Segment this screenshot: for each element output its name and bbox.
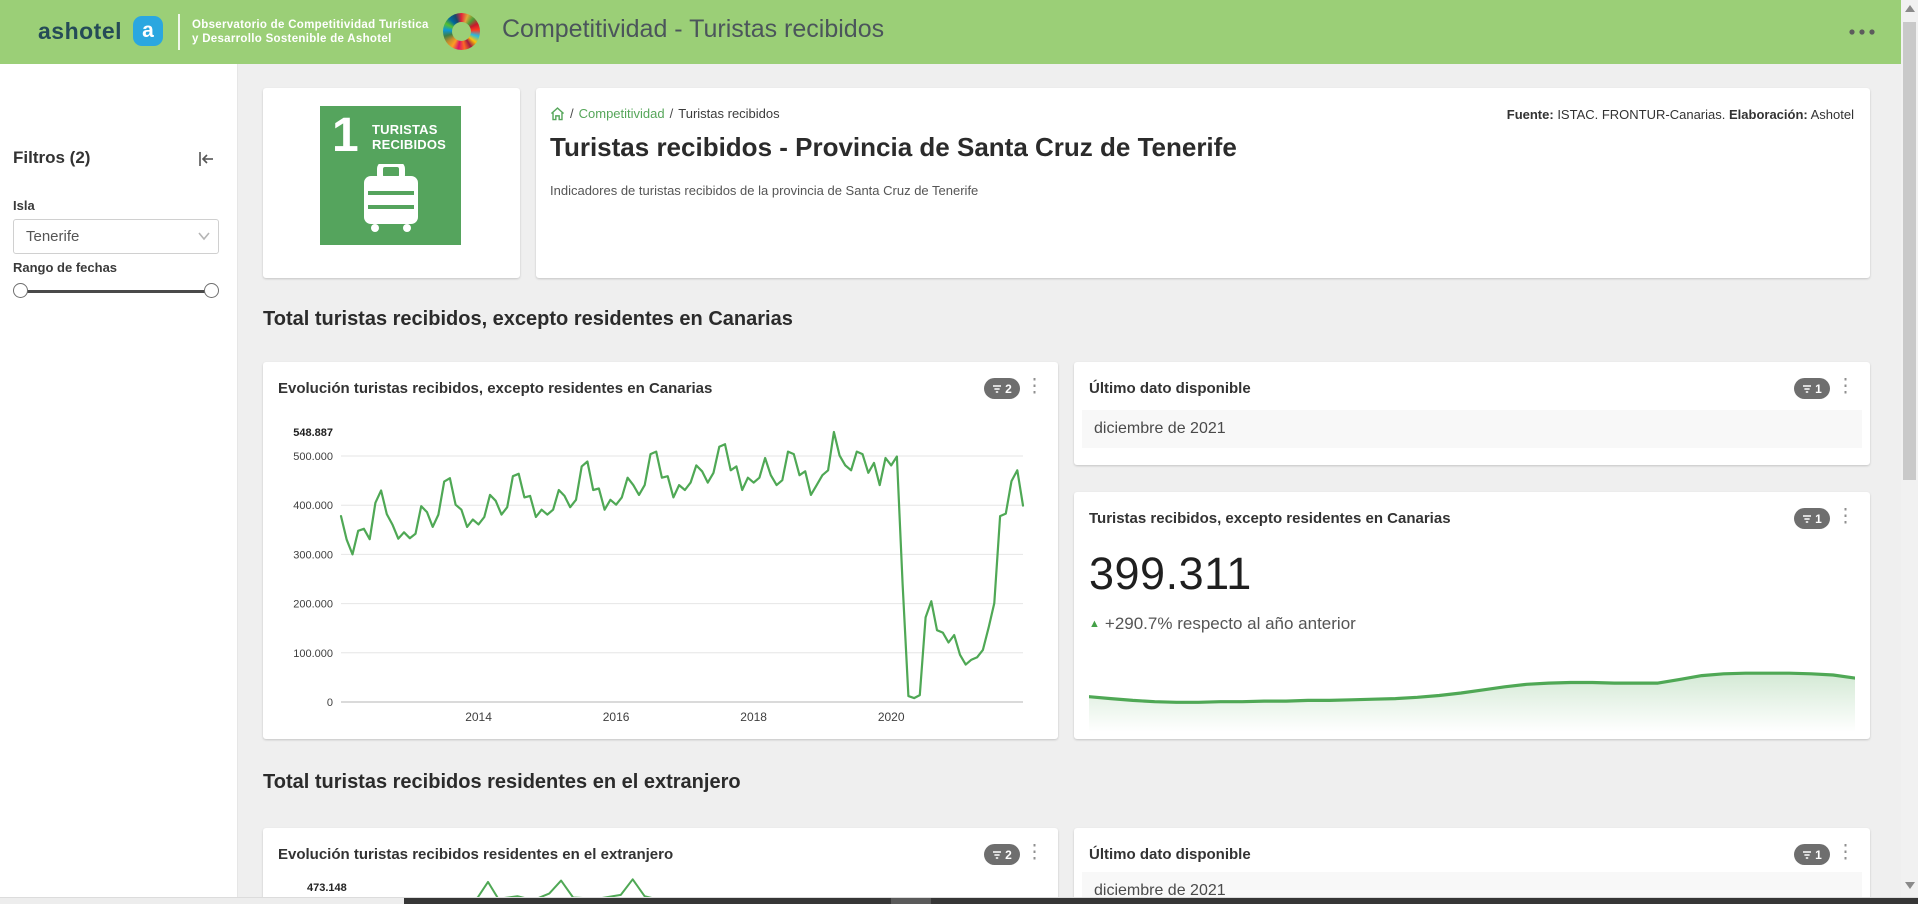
- sdg-wheel-icon: [443, 13, 480, 50]
- filter-lines-icon: [1803, 384, 1812, 393]
- kebab-menu[interactable]: ⋮: [1025, 376, 1044, 397]
- kpi-card: Turistas recibidos, excepto residentes e…: [1074, 492, 1870, 739]
- observatory-subtitle: Observatorio de Competitividad Turística…: [192, 19, 429, 45]
- scroll-up-arrow[interactable]: [1905, 5, 1915, 12]
- kebab-menu[interactable]: ⋮: [1836, 842, 1855, 863]
- ashotel-logo-icon: a: [133, 16, 163, 46]
- filter-lines-icon: [993, 850, 1002, 859]
- svg-text:0: 0: [327, 697, 333, 709]
- last-data-card-2: Último dato disponible 1 ⋮ diciembre de …: [1074, 828, 1870, 904]
- kebab-menu[interactable]: ⋮: [1836, 506, 1855, 527]
- filters-sidebar: Filtros (2) Isla Tenerife Rango de fecha…: [0, 64, 238, 897]
- vertical-scrollbar[interactable]: [1901, 0, 1918, 897]
- kpi-card-title: Turistas recibidos, excepto residentes e…: [1089, 510, 1451, 527]
- filter-label-isla: Isla: [13, 198, 35, 213]
- page-title: Competitividad - Turistas recibidos: [502, 15, 885, 43]
- kpi-value: 399.311: [1089, 548, 1252, 599]
- svg-text:100.000: 100.000: [293, 648, 333, 660]
- breadcrumb-item-current: Turistas recibidos: [678, 106, 780, 121]
- svg-text:2016: 2016: [603, 710, 630, 724]
- filter-count-badge[interactable]: 1: [1794, 378, 1830, 399]
- taskbar-light-segment: [891, 898, 931, 904]
- svg-text:400.000: 400.000: [293, 500, 333, 512]
- chevron-down-icon: [198, 232, 210, 241]
- dashboard-subtitle: Indicadores de turistas recibidos de la …: [550, 183, 979, 198]
- last-data-value: diciembre de 2021: [1094, 420, 1226, 437]
- filter-count-badge[interactable]: 1: [1794, 844, 1830, 865]
- kebab-menu[interactable]: ⋮: [1025, 842, 1044, 863]
- last-data-value-row: diciembre de 2021: [1082, 410, 1862, 448]
- sdg-goal-tile: 1 TURISTAS RECIBIDOS: [320, 106, 461, 245]
- triangle-up-icon: ▲: [1089, 618, 1100, 630]
- bottom-taskbar-sliver: [0, 897, 1918, 904]
- evolution-chart-card: Evolución turistas recibidos, excepto re…: [263, 362, 1058, 739]
- filter-lines-icon: [993, 384, 1002, 393]
- slider-handle-start[interactable]: [13, 283, 28, 298]
- breadcrumb-item-competitividad[interactable]: Competitividad: [578, 106, 665, 121]
- suitcase-icon: [364, 164, 418, 232]
- slider-handle-end[interactable]: [204, 283, 219, 298]
- home-icon[interactable]: [550, 106, 565, 121]
- scrollbar-thumb[interactable]: [1903, 22, 1916, 480]
- breadcrumb-separator: /: [669, 106, 674, 121]
- svg-text:500.000: 500.000: [293, 451, 333, 463]
- dashboard-title: Turistas recibidos - Provincia de Santa …: [550, 132, 1237, 162]
- svg-text:2020: 2020: [878, 710, 905, 724]
- filter-count-badge[interactable]: 2: [984, 844, 1020, 865]
- svg-text:200.000: 200.000: [293, 599, 333, 611]
- last-data-card-1: Último dato disponible 1 ⋮ diciembre de …: [1074, 362, 1870, 465]
- isla-select-value: Tenerife: [26, 228, 80, 245]
- kpi-delta: ▲ +290.7% respecto al año anterior: [1089, 614, 1356, 633]
- last-data-title: Último dato disponible: [1089, 380, 1251, 397]
- taskbar-dark-segment: [404, 898, 1918, 904]
- filter-count-badge[interactable]: 2: [984, 378, 1020, 399]
- last-data-value: diciembre de 2021: [1094, 882, 1226, 899]
- isla-select[interactable]: Tenerife: [13, 219, 219, 254]
- evolution-line-chart: 0 100.000 200.000 300.000 400.000 500.000 548.…: [293, 427, 1025, 724]
- filters-title: Filtros (2): [13, 148, 91, 167]
- evolution-chart-card-2: Evolución turistas recibidos residentes …: [263, 828, 1058, 904]
- evolution-line-chart-2: [473, 878, 657, 898]
- breadcrumb-separator: /: [570, 106, 574, 121]
- svg-text:2014: 2014: [465, 710, 492, 724]
- svg-text:300.000: 300.000: [293, 549, 333, 561]
- svg-text:2018: 2018: [740, 710, 767, 724]
- date-range-slider[interactable]: [13, 282, 219, 300]
- filter-count-badge[interactable]: 1: [1794, 508, 1830, 529]
- tile-label: TURISTAS RECIBIDOS: [372, 122, 447, 152]
- data-source-note: Fuente: ISTAC. FRONTUR-Canarias. Elabora…: [1506, 107, 1854, 122]
- section-title-2: Total turistas recibidos residentes en e…: [263, 771, 741, 793]
- header-ellipsis-menu[interactable]: [1848, 24, 1878, 40]
- header-divider: [178, 14, 180, 50]
- app-header: ashotel a Observatorio de Competitividad…: [0, 0, 1918, 64]
- filter-lines-icon: [1803, 850, 1812, 859]
- chart-card-title: Evolución turistas recibidos residentes …: [278, 846, 674, 863]
- ellipsis-icon: [1849, 29, 1875, 35]
- breadcrumb: / Competitividad / Turistas recibidos: [550, 106, 780, 121]
- scroll-down-arrow[interactable]: [1905, 882, 1915, 889]
- kpi-trend-sparkline: [1089, 671, 1855, 732]
- last-data-title: Último dato disponible: [1089, 846, 1251, 863]
- svg-text:548.887: 548.887: [293, 427, 333, 439]
- collapse-sidebar-button[interactable]: [196, 149, 216, 169]
- filter-lines-icon: [1803, 514, 1812, 523]
- hero-card: / Competitividad / Turistas recibidos Fu…: [536, 88, 1870, 278]
- section-title-1: Total turistas recibidos, excepto reside…: [263, 308, 793, 330]
- slider-track[interactable]: [20, 290, 212, 293]
- tile-number: 1: [332, 109, 359, 162]
- ashotel-logo-text: ashotel: [38, 18, 123, 44]
- chart-card-title: Evolución turistas recibidos, excepto re…: [278, 380, 713, 397]
- collapse-left-icon: [199, 152, 213, 166]
- filter-label-rango: Rango de fechas: [13, 260, 118, 275]
- sdg-tile-card: 1 TURISTAS RECIBIDOS: [263, 88, 520, 278]
- chart2-ymax-label: 473.148: [307, 882, 347, 894]
- kebab-menu[interactable]: ⋮: [1836, 376, 1855, 397]
